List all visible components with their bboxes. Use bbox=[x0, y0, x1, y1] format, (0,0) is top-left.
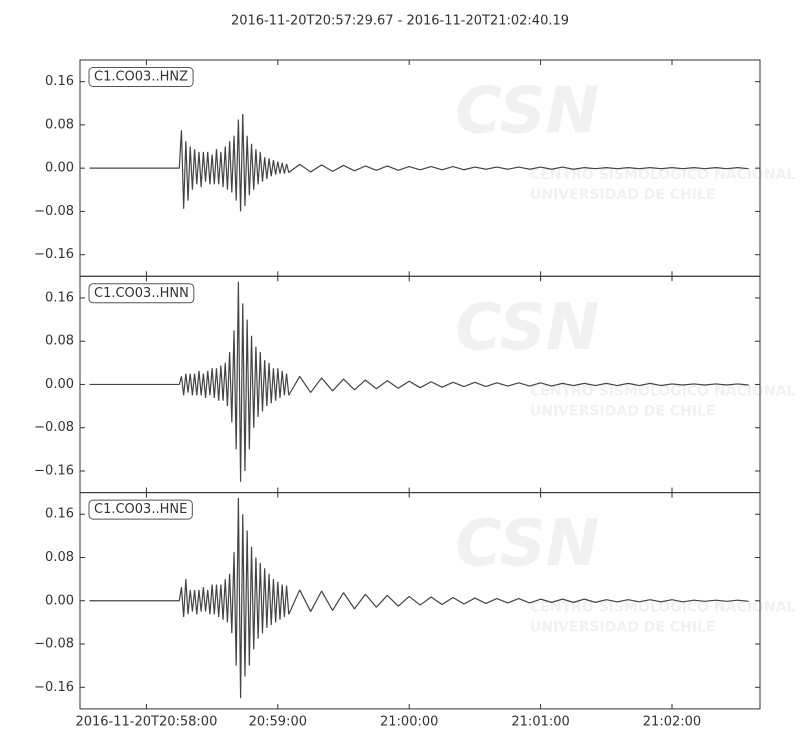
trace-label-box bbox=[88, 67, 194, 87]
y-tick-label: 0.08 bbox=[45, 334, 74, 349]
watermark: UNIVERSIDAD DE CHILE bbox=[530, 187, 715, 203]
x-tick-label: 20:59:00 bbox=[249, 714, 307, 729]
x-tick-label: 21:02:00 bbox=[643, 714, 701, 729]
y-tick-label: −0.08 bbox=[34, 204, 74, 219]
x-tick-label: 21:01:00 bbox=[511, 714, 569, 729]
y-tick-label: −0.16 bbox=[34, 680, 74, 695]
watermark: CENTRO SISMOLOGICO NACIONAL bbox=[530, 600, 795, 616]
waveform bbox=[89, 114, 749, 212]
x-tick-label: 21:00:00 bbox=[380, 714, 438, 729]
trace-label-box bbox=[88, 499, 193, 520]
waveform bbox=[89, 281, 749, 482]
y-tick-label: 0.16 bbox=[45, 290, 74, 305]
y-tick-label: −0.16 bbox=[34, 247, 74, 262]
trace-label: C1.CO03..HNN bbox=[94, 286, 189, 301]
y-tick-label: 0.08 bbox=[45, 550, 74, 565]
watermark: CENTRO SISMOLOGICO NACIONAL bbox=[530, 167, 795, 183]
y-tick-label: −0.16 bbox=[34, 463, 74, 478]
watermark: CSN bbox=[455, 507, 599, 581]
watermark: UNIVERSIDAD DE CHILE bbox=[530, 403, 715, 419]
y-tick-label: 0.16 bbox=[45, 74, 74, 89]
y-tick-label: 0.00 bbox=[45, 593, 74, 608]
y-tick-label: 0.00 bbox=[45, 377, 74, 392]
watermark: CSN bbox=[455, 75, 599, 149]
y-tick-label: 0.08 bbox=[45, 117, 74, 132]
y-tick-label: −0.08 bbox=[34, 420, 74, 435]
y-tick-label: 0.00 bbox=[45, 161, 74, 176]
watermark: CENTRO SISMOLOGICO NACIONAL bbox=[530, 383, 795, 399]
trace-label: C1.CO03..HNE bbox=[94, 502, 187, 517]
trace-label: C1.CO03..HNZ bbox=[94, 70, 188, 85]
chart-title: 2016-11-20T20:57:29.67 - 2016-11-20T21:0… bbox=[231, 14, 569, 29]
y-tick-label: −0.08 bbox=[34, 637, 74, 652]
panel-frame bbox=[79, 492, 761, 710]
watermark: UNIVERSIDAD DE CHILE bbox=[530, 620, 715, 636]
trace-label-box bbox=[88, 283, 195, 304]
y-tick-label: 0.16 bbox=[45, 507, 74, 522]
watermark: CSN bbox=[455, 291, 599, 365]
x-tick-label: 2016-11-20T20:58:00 bbox=[75, 714, 217, 729]
waveform bbox=[89, 498, 749, 699]
